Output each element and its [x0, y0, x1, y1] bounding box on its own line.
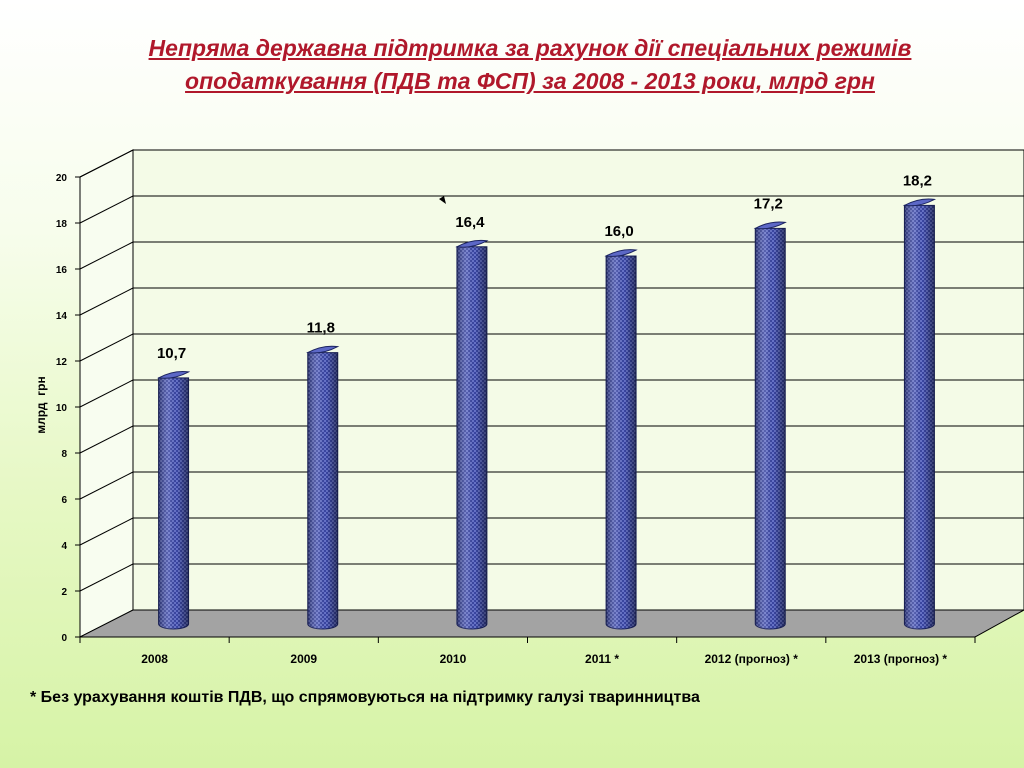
- x-axis: 2008 2009 2010 2011 * 2012 (прогноз) * 2013 (…: [79, 636, 976, 666]
- y-tick-label: 10: [56, 403, 68, 414]
- gridline-side: [79, 471, 134, 500]
- y-tick-label: 2: [61, 587, 67, 598]
- gridlines: [79, 149, 1024, 592]
- data-label: 11,8: [307, 320, 335, 337]
- gridline-side: [79, 517, 134, 546]
- chart-floor: [79, 609, 1024, 638]
- bar-top: [753, 221, 787, 230]
- y-tick-label: 0: [61, 633, 67, 644]
- y-tick-label: 4: [61, 541, 67, 552]
- gridline-side: [79, 563, 134, 592]
- title-line-2: оподаткування (ПДВ та ФСП) за 2008 - 201…: [185, 68, 875, 94]
- data-label: 10,7: [157, 345, 186, 362]
- bar: [902, 198, 937, 630]
- data-label: 17,2: [754, 195, 783, 212]
- x-tick-label: 2008: [141, 652, 168, 666]
- y-tick-label: 20: [56, 173, 68, 184]
- data-label: 16,0: [604, 223, 633, 240]
- y-axis: 0 2 4 6 8 10 12 14 16 18 20: [56, 173, 81, 644]
- title-line-1: Непряма державна підтримка за рахунок ді…: [148, 35, 912, 61]
- x-tick-label: 2009: [290, 652, 317, 666]
- bar-shading: [755, 228, 786, 629]
- bar-top: [156, 371, 191, 379]
- y-tick-label: 18: [56, 219, 68, 230]
- bar: [306, 345, 340, 630]
- data-label: 18,2: [903, 172, 932, 189]
- bar-top: [306, 345, 340, 354]
- x-tick-label: 2013 (прогноз) *: [854, 652, 948, 666]
- y-tick-label: 8: [61, 449, 67, 460]
- bar: [753, 221, 787, 630]
- gridline-side: [79, 425, 134, 454]
- bar-top: [604, 249, 638, 257]
- x-tick-label: 2010: [440, 652, 467, 666]
- data-labels: 10,7 11,8 16,4 16,0 17,2 18,2: [157, 172, 932, 362]
- gridline-side: [79, 333, 134, 362]
- footnote: * Без урахування коштів ПДВ, що спрямову…: [30, 689, 700, 706]
- gridline-side: [79, 149, 134, 178]
- gridline-side: [79, 195, 134, 224]
- bar-shading: [456, 246, 487, 630]
- bar-shading: [307, 352, 338, 629]
- bar: [604, 249, 638, 630]
- x-tick-label: 2012 (прогноз) *: [705, 652, 799, 666]
- bar-shading: [904, 205, 935, 629]
- floor-plane: [79, 609, 1024, 638]
- bars: [156, 198, 937, 630]
- pointer-marker: [439, 196, 446, 204]
- bar: [455, 239, 489, 630]
- chart-title: Непряма державна підтримка за рахунок ді…: [40, 32, 1020, 98]
- bar-shading: [606, 256, 637, 629]
- x-tick-label: 2011 *: [585, 652, 619, 666]
- data-label: 16,4: [455, 214, 485, 231]
- bar: [156, 371, 191, 630]
- y-tick-label: 14: [56, 311, 68, 322]
- y-tick-label: 6: [61, 495, 67, 506]
- bar-top: [455, 239, 489, 248]
- bar-shading: [158, 377, 189, 629]
- y-tick-label: 12: [56, 357, 68, 368]
- y-tick-label: 16: [56, 265, 68, 276]
- gridline-side: [79, 241, 134, 270]
- y-axis-label: млрд грн: [34, 376, 48, 433]
- gridline-side: [79, 287, 134, 316]
- gridline-side: [79, 379, 134, 408]
- bar-top: [902, 198, 937, 207]
